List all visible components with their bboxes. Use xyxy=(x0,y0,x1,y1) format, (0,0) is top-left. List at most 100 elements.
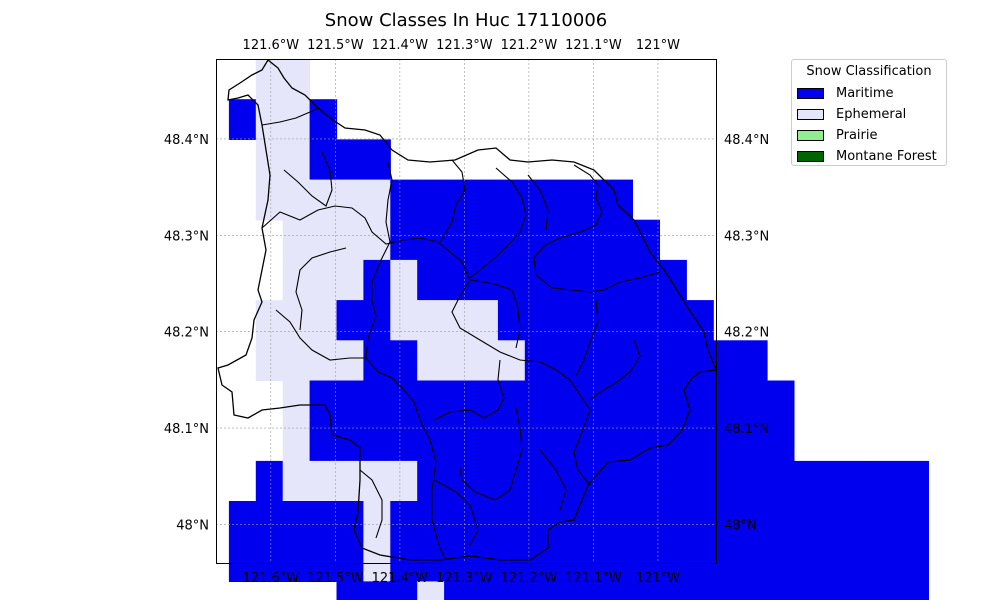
subbasin-line xyxy=(433,359,505,421)
snow-cell-ephemeral xyxy=(444,340,472,382)
legend-label-ephemeral: Ephemeral xyxy=(836,106,907,122)
snow-cell-maritime xyxy=(713,581,741,600)
snow-cell-maritime xyxy=(847,501,876,542)
snow-cell-maritime xyxy=(820,501,849,542)
subbasin-line xyxy=(359,469,383,539)
snow-cell-maritime xyxy=(713,501,741,542)
x-tick-label-bottom: 121.3°W xyxy=(436,571,493,586)
subbasin-line xyxy=(261,107,319,126)
x-tick-label-bottom: 121.4°W xyxy=(372,571,429,586)
snow-cell-maritime xyxy=(578,219,607,261)
snow-cell-ephemeral xyxy=(390,460,418,502)
snow-cell-maritime xyxy=(417,380,445,422)
snow-cell-ephemeral xyxy=(255,59,284,100)
snow-cell-maritime xyxy=(686,340,714,382)
y-tick-label-left: 48°N xyxy=(176,518,209,533)
snow-cell-maritime xyxy=(390,179,418,221)
snow-cell-maritime xyxy=(471,420,499,462)
snow-cell-maritime xyxy=(740,460,768,502)
snow-cell-maritime xyxy=(820,541,849,582)
snow-cell-maritime xyxy=(444,380,472,422)
snow-cell-maritime xyxy=(686,420,714,462)
legend-label-prairie: Prairie xyxy=(836,127,878,143)
snow-cell-maritime xyxy=(605,420,633,462)
snow-cell-maritime xyxy=(524,300,553,341)
subbasin-boundaries xyxy=(217,59,717,561)
snow-cell-maritime xyxy=(874,501,903,542)
legend-swatch-montane-forest xyxy=(797,150,824,162)
snow-cell-maritime xyxy=(578,460,607,502)
snow-cell-ephemeral xyxy=(309,300,338,341)
snow-cell-maritime xyxy=(363,581,391,600)
subbasin-line xyxy=(575,299,599,377)
snow-cell-maritime xyxy=(659,541,687,582)
snow-cell-maritime xyxy=(524,219,553,261)
y-tick-label-left: 48.2°N xyxy=(164,326,209,341)
legend-label-maritime: Maritime xyxy=(836,85,894,101)
snow-cell-ephemeral xyxy=(417,300,445,341)
snow-cell-maritime xyxy=(228,501,257,542)
snow-cell-maritime xyxy=(632,300,660,341)
snow-cell-maritime xyxy=(632,501,660,542)
snow-cell-ephemeral xyxy=(309,179,338,221)
snow-cell-maritime xyxy=(309,139,338,181)
snow-cell-ephemeral xyxy=(309,259,338,301)
snow-cell-ephemeral xyxy=(255,99,284,140)
snow-cell-maritime xyxy=(820,460,849,502)
snow-cell-ephemeral xyxy=(309,460,338,502)
snow-cell-ephemeral xyxy=(390,300,418,341)
snow-cell-maritime xyxy=(767,541,795,582)
snow-cell-maritime xyxy=(309,501,338,542)
snow-cell-maritime xyxy=(793,581,822,600)
x-tick-label-top: 121.4°W xyxy=(372,38,429,53)
snow-cell-maritime xyxy=(740,340,768,382)
snow-class-grid xyxy=(228,59,929,600)
snow-cell-maritime xyxy=(767,380,795,422)
snow-cell-maritime xyxy=(847,581,876,600)
snow-cell-maritime xyxy=(336,380,364,422)
snow-cell-maritime xyxy=(713,541,741,582)
map-frame xyxy=(216,59,717,564)
y-tick-label-left: 48.4°N xyxy=(164,133,209,148)
snow-cell-maritime xyxy=(901,460,929,502)
snow-cell-ephemeral xyxy=(497,340,526,382)
snow-cell-maritime xyxy=(444,219,472,261)
snow-cell-maritime xyxy=(874,460,903,502)
snow-cell-maritime xyxy=(471,581,499,600)
y-tick-label-right: 48.1°N xyxy=(724,422,769,437)
snow-cell-maritime xyxy=(524,380,553,422)
snow-cell-maritime xyxy=(551,460,580,502)
snow-cell-ephemeral xyxy=(471,340,499,382)
snow-cell-maritime xyxy=(471,179,499,221)
legend-swatch-maritime xyxy=(797,87,824,99)
x-tick-label-top: 121.2°W xyxy=(501,38,558,53)
snow-cell-ephemeral xyxy=(282,300,311,341)
subbasin-line xyxy=(365,161,446,561)
snow-cell-ephemeral xyxy=(336,340,364,382)
snow-cell-ephemeral xyxy=(471,300,499,341)
snow-cell-maritime xyxy=(605,460,633,502)
x-tick-label-top: 121.1°W xyxy=(565,38,622,53)
snow-cell-maritime xyxy=(632,581,660,600)
snow-cell-maritime xyxy=(551,300,580,341)
snow-cell-maritime xyxy=(444,179,472,221)
y-tick-label-right: 48.4°N xyxy=(724,133,769,148)
snow-cell-maritime xyxy=(255,541,284,582)
snow-cell-maritime xyxy=(793,460,822,502)
snow-cell-maritime xyxy=(471,541,499,582)
legend-title: Snow Classification xyxy=(806,64,932,79)
snow-cell-ephemeral xyxy=(336,219,364,261)
snow-cell-maritime xyxy=(740,420,768,462)
subbasin-line xyxy=(275,309,366,361)
snow-cell-maritime xyxy=(551,179,580,221)
snow-cell-maritime xyxy=(417,460,445,502)
snow-cell-maritime xyxy=(632,380,660,422)
subbasin-line xyxy=(261,205,591,486)
snow-cell-maritime xyxy=(605,501,633,542)
snow-cell-maritime xyxy=(471,460,499,502)
snow-cell-ephemeral xyxy=(282,179,311,221)
snow-cell-ephemeral xyxy=(282,59,311,100)
snow-cell-maritime xyxy=(417,259,445,301)
snow-cell-maritime xyxy=(444,501,472,542)
snow-cell-maritime xyxy=(255,501,284,542)
